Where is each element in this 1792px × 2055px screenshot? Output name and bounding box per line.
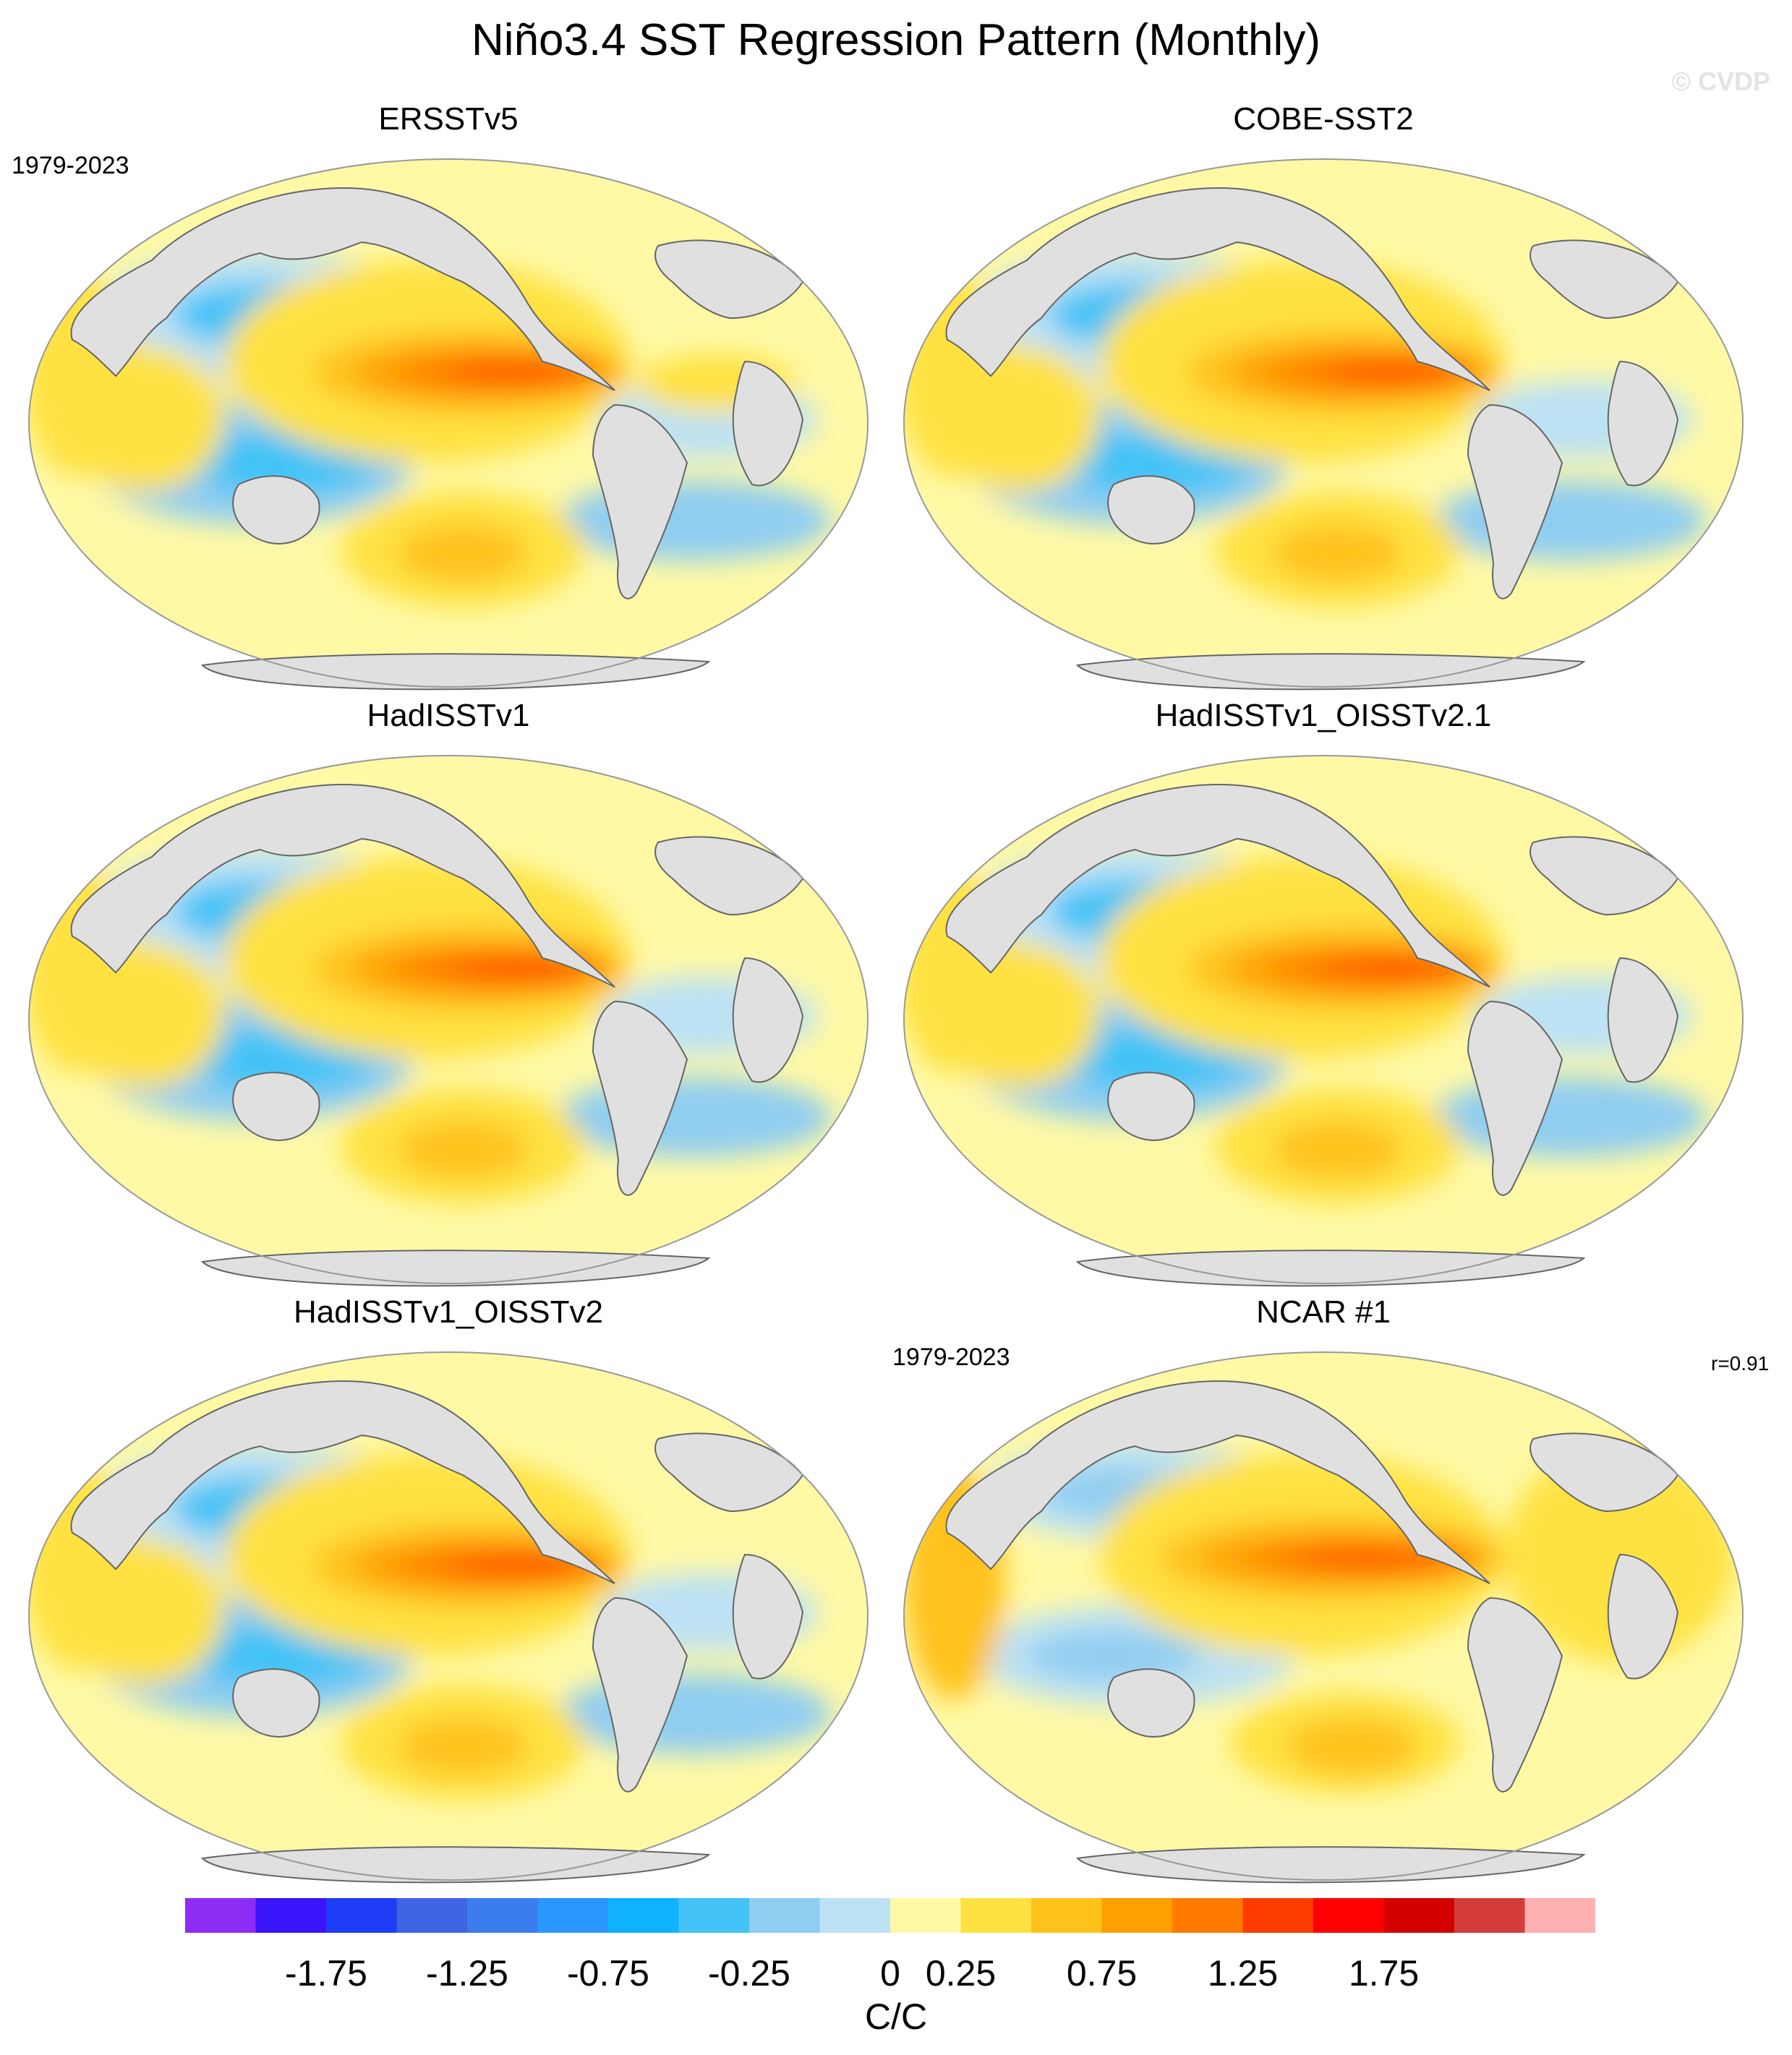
colorbar-tick-label: -0.25 bbox=[708, 1953, 790, 1994]
panel-title: HadISSTv1 bbox=[367, 698, 530, 733]
correlation-label: r=0.91 bbox=[1711, 1352, 1770, 1375]
land-masses bbox=[70, 187, 804, 691]
colorbar-tick-label: 1.25 bbox=[1207, 1953, 1279, 1994]
colorbar-swatch bbox=[1313, 1898, 1384, 1933]
map-panel-hadisstv1-oisstv2: HadISSTv1_OISSTv2 bbox=[22, 1294, 875, 1894]
colorbar-swatch bbox=[819, 1898, 891, 1933]
colorbar-tick-label: 0.25 bbox=[925, 1953, 997, 1994]
land-masses bbox=[70, 1380, 804, 1884]
cvdp-watermark: © CVDP bbox=[1671, 67, 1770, 96]
colorbar-swatch bbox=[467, 1898, 538, 1933]
map-panel-ncar-1: NCAR #1 bbox=[897, 1294, 1750, 1894]
colorbar-tick-label: 1.75 bbox=[1348, 1953, 1420, 1994]
colorbar-swatch bbox=[608, 1898, 679, 1933]
colorbar-swatch bbox=[255, 1898, 327, 1933]
map-panel-hadisstv1: HadISSTv1 bbox=[22, 698, 875, 1298]
regression-map bbox=[903, 755, 1744, 1287]
panel-title: NCAR #1 bbox=[1256, 1294, 1391, 1330]
colorbar bbox=[185, 1898, 1595, 1933]
colorbar-swatch bbox=[749, 1898, 820, 1933]
map-panel-hadisstv1-oisstv2-1: HadISSTv1_OISSTv2.1 bbox=[897, 698, 1750, 1298]
land-masses bbox=[945, 784, 1679, 1287]
regression-map bbox=[28, 158, 869, 691]
regression-map bbox=[903, 158, 1744, 691]
figure-title: Niño3.4 SST Regression Pattern (Monthly) bbox=[472, 15, 1320, 65]
panel-title: HadISSTv1_OISSTv2 bbox=[294, 1294, 603, 1330]
colorbar-units: C/C bbox=[864, 1996, 928, 2037]
colorbar-swatch bbox=[678, 1898, 750, 1933]
colorbar-swatch bbox=[1172, 1898, 1243, 1933]
colorbar-swatch bbox=[1101, 1898, 1173, 1933]
land-masses bbox=[945, 187, 1679, 691]
colorbar-tick-label: -1.25 bbox=[426, 1953, 508, 1994]
land-masses bbox=[70, 784, 804, 1287]
colorbar-swatch bbox=[1454, 1898, 1525, 1933]
regression-map bbox=[28, 755, 869, 1287]
colorbar-tick-label: 0 bbox=[880, 1953, 900, 1994]
colorbar-swatch bbox=[960, 1898, 1032, 1933]
regression-map bbox=[903, 1351, 1744, 1884]
map-panel-cobe-sst2: COBE-SST2 bbox=[897, 101, 1750, 701]
regression-map bbox=[28, 1351, 869, 1884]
panel-title: COBE-SST2 bbox=[1233, 101, 1414, 137]
period-label: 1979-2023 bbox=[12, 152, 129, 179]
panel-title: HadISSTv1_OISSTv2.1 bbox=[1155, 698, 1492, 733]
ocean-field bbox=[29, 756, 868, 1283]
map-panel-ersstv5: ERSSTv5 bbox=[22, 101, 875, 701]
colorbar-swatch bbox=[1031, 1898, 1102, 1933]
colorbar-swatch bbox=[1242, 1898, 1314, 1933]
colorbar-swatch bbox=[1524, 1898, 1595, 1933]
colorbar-swatch bbox=[185, 1898, 256, 1933]
land-masses bbox=[945, 1380, 1679, 1884]
period-label: 1979-2023 bbox=[892, 1343, 1010, 1371]
colorbar-swatch bbox=[537, 1898, 609, 1933]
colorbar-swatch bbox=[396, 1898, 468, 1933]
colorbar-tick-label: -0.75 bbox=[567, 1953, 649, 1994]
colorbar-swatch bbox=[326, 1898, 397, 1933]
panel-title: ERSSTv5 bbox=[378, 101, 519, 137]
colorbar-tick-label: 0.75 bbox=[1066, 1953, 1138, 1994]
ocean-field bbox=[904, 1352, 1743, 1880]
colorbar-tick-label: -1.75 bbox=[285, 1953, 367, 1994]
colorbar-swatch bbox=[1383, 1898, 1455, 1933]
colorbar-swatch bbox=[890, 1898, 961, 1933]
